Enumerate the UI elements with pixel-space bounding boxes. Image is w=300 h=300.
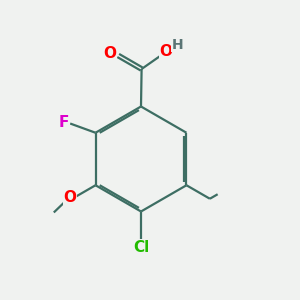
Text: H: H xyxy=(172,38,183,52)
Text: Cl: Cl xyxy=(133,240,149,255)
Text: O: O xyxy=(63,190,76,205)
Text: O: O xyxy=(103,46,116,61)
Text: O: O xyxy=(160,44,172,59)
Text: F: F xyxy=(58,115,69,130)
